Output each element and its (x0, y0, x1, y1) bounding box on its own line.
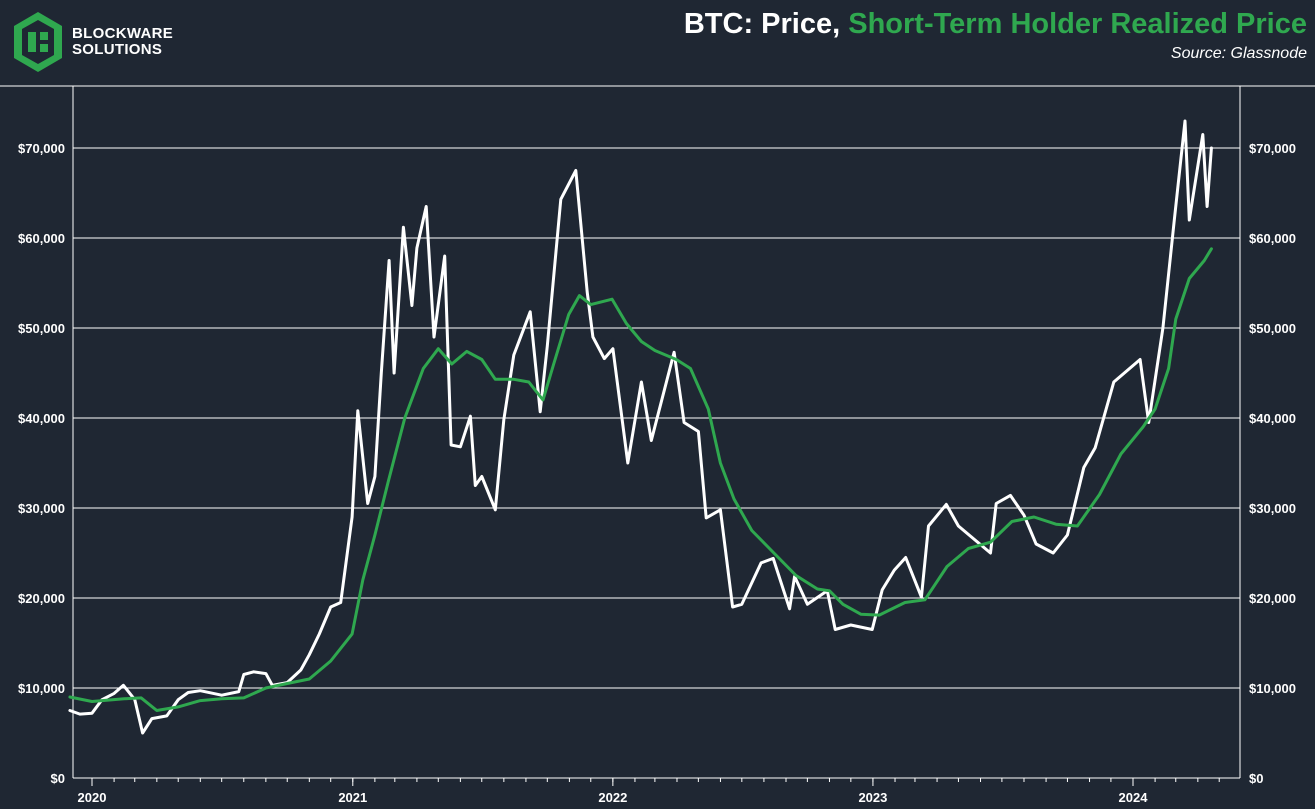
title-price: BTC: Price, (683, 8, 841, 40)
chart-header: BTC: Price, Short-Term Holder Realized P… (684, 8, 1307, 63)
y-tick-label-left: $20,000 (18, 591, 65, 606)
y-tick-label-right: $20,000 (1249, 591, 1296, 606)
blockware-logo-icon (14, 12, 62, 72)
y-tick-label-left: $0 (51, 771, 65, 786)
y-tick-label-right: $30,000 (1249, 501, 1296, 516)
y-tick-label-right: $40,000 (1249, 411, 1296, 426)
y-tick-label-left: $60,000 (18, 231, 65, 246)
brand-line2: SOLUTIONS (72, 41, 163, 58)
chart-title: BTC: Price, Short-Term Holder Realized P… (684, 8, 1307, 41)
source-note: Source: Glassnode (1170, 45, 1307, 62)
y-tick-label-left: $10,000 (18, 681, 65, 696)
y-tick-label-right: $70,000 (1249, 141, 1296, 156)
x-tick-label: 2022 (598, 790, 627, 805)
x-tick-label: 2023 (858, 790, 887, 805)
y-tick-label-right: $10,000 (1249, 681, 1296, 696)
title-sth: Short-Term Holder Realized Price (848, 8, 1307, 40)
brand-block: BLOCKWARE SOLUTIONS (10, 10, 173, 74)
brand-line1: BLOCKWARE (72, 25, 174, 42)
y-tick-label-left: $40,000 (18, 411, 65, 426)
y-tick-label-right: $0 (1249, 771, 1263, 786)
y-tick-label-left: $50,000 (18, 321, 65, 336)
series-line-sth_realized_price (68, 247, 1213, 712)
y-tick-label-right: $60,000 (1249, 231, 1296, 246)
x-tick-label: 2021 (338, 790, 367, 805)
y-tick-label-left: $70,000 (18, 141, 65, 156)
y-tick-label-left: $30,000 (18, 501, 65, 516)
series-line-price (68, 119, 1213, 735)
y-tick-label-right: $50,000 (1249, 321, 1296, 336)
x-tick-label: 2020 (78, 790, 107, 805)
x-tick-label: 2024 (1119, 790, 1149, 805)
